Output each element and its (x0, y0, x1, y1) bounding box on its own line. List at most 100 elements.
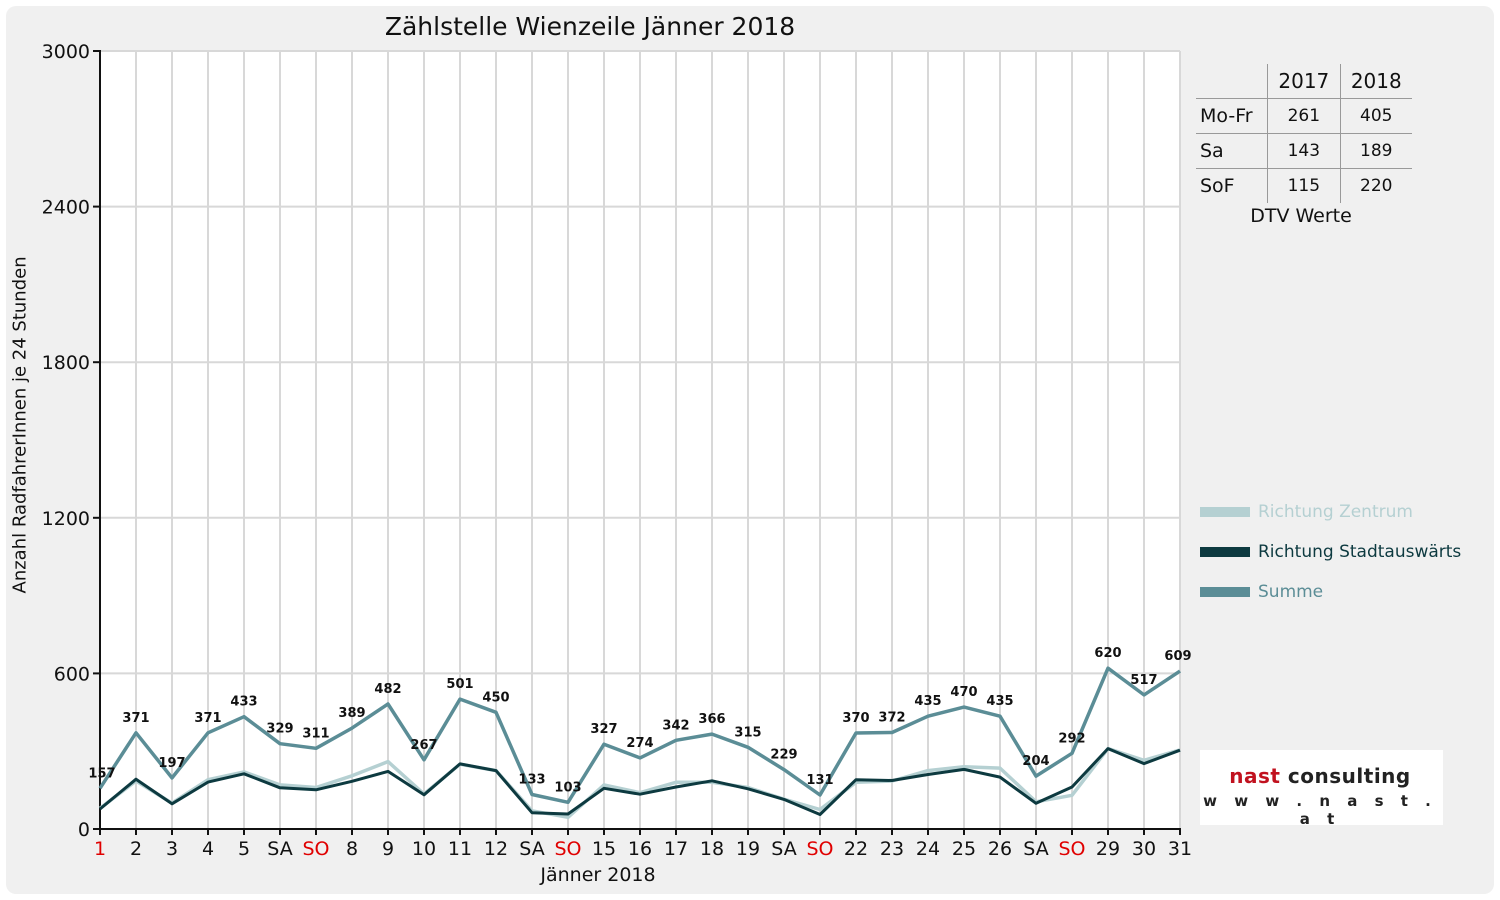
data-label: 482 (374, 682, 401, 697)
y-tick-label: 1800 (42, 352, 90, 374)
data-label: 131 (806, 773, 833, 788)
x-tick-label: SO (806, 838, 833, 860)
legend-label-zentrum: Richtung Zentrum (1258, 502, 1413, 522)
x-tick-label: 22 (844, 838, 868, 860)
data-label: 370 (842, 711, 869, 726)
data-label: 311 (302, 726, 329, 741)
x-axis-title: Jänner 2018 (540, 864, 656, 886)
dtv-value-2018: 189 (1339, 133, 1412, 169)
x-tick-label: 5 (238, 838, 250, 860)
x-tick-label: 19 (736, 838, 760, 860)
data-label: 371 (122, 711, 149, 726)
dtv-row: Mo-Fr 261 405 (1196, 98, 1412, 134)
dtv-row: Sa 143 189 (1196, 133, 1412, 169)
chart-legend: Richtung Zentrum Richtung Stadtauswärts … (1200, 492, 1490, 612)
logo-brand: nast consulting (1200, 764, 1440, 788)
x-tick-label: 8 (346, 838, 358, 860)
x-tick-label: 24 (916, 838, 940, 860)
logo-brand-part2: consulting (1287, 764, 1411, 788)
dtv-caption: DTV Werte (1250, 205, 1352, 227)
dtv-value-2018: 405 (1339, 98, 1412, 134)
x-tick-label: 3 (166, 838, 178, 860)
legend-item-zentrum: Richtung Zentrum (1200, 492, 1490, 532)
x-tick-label: 18 (700, 838, 724, 860)
x-tick-label: 25 (952, 838, 976, 860)
data-label: 133 (518, 773, 545, 788)
data-label: 342 (662, 718, 689, 733)
dtv-value-2017: 115 (1267, 168, 1341, 203)
data-label: 315 (734, 725, 761, 740)
series-line-richtung-stadtausw-rts (99, 747, 1181, 816)
data-label: 327 (590, 722, 617, 737)
dtv-header-2018: 2018 (1339, 64, 1412, 99)
data-label: 274 (626, 736, 653, 751)
x-tick-label: SO (554, 838, 581, 860)
data-label: 292 (1058, 731, 1085, 746)
y-tick-label: 3000 (42, 41, 90, 63)
x-tick-label: SA (267, 838, 292, 860)
data-label: 389 (338, 706, 365, 721)
data-label: 267 (410, 738, 437, 753)
x-tick-label: 2 (130, 838, 142, 860)
chart-title: Zählstelle Wienzeile Jänner 2018 (384, 12, 796, 41)
data-label: 517 (1130, 673, 1157, 688)
data-label: 470 (950, 685, 977, 700)
x-tick-label: 11 (448, 838, 472, 860)
x-tick-label: 29 (1096, 838, 1120, 860)
y-tick-label: 600 (54, 663, 90, 685)
logo-url: w w w . n a s t . a t (1203, 792, 1437, 828)
legend-item-summe: Summe (1200, 572, 1490, 612)
x-tick-label: SA (519, 838, 544, 860)
data-label: 371 (194, 711, 221, 726)
data-label: 229 (770, 748, 797, 763)
legend-swatch-zentrum (1200, 507, 1250, 517)
data-label: 372 (878, 711, 905, 726)
x-tick-label: 10 (412, 838, 436, 860)
x-tick-label: 17 (664, 838, 688, 860)
data-label: 329 (266, 722, 293, 737)
x-tick-label: SO (1058, 838, 1085, 860)
data-label: 501 (446, 677, 473, 692)
y-tick-label: 0 (78, 819, 90, 841)
dtv-row-label: SoF (1196, 168, 1268, 203)
x-tick-label: 1 (94, 838, 106, 860)
data-label: 433 (230, 695, 257, 710)
x-tick-label: 23 (880, 838, 904, 860)
y-axis-title: Anzahl RadfahrerInnen je 24 Stunden (9, 256, 31, 594)
company-logo: nast consulting w w w . n a s t . a t (1200, 750, 1443, 828)
dtv-value-2017: 143 (1267, 133, 1341, 169)
dtv-table: 2017 2018 Mo-Fr 261 405 Sa 143 189 SoF 1… (1196, 64, 1418, 227)
x-tick-label: 9 (382, 838, 394, 860)
data-label: 450 (482, 690, 509, 705)
series-line-summe (98, 666, 1181, 805)
x-tick-label: 26 (988, 838, 1012, 860)
data-label: 609 (1164, 649, 1191, 664)
legend-swatch-stadtauswaerts (1200, 547, 1250, 557)
dtv-header-2017: 2017 (1267, 64, 1341, 99)
legend-label-stadtauswaerts: Richtung Stadtauswärts (1258, 542, 1462, 562)
y-tick-label: 2400 (42, 197, 90, 219)
dtv-row: SoF 115 220 (1196, 168, 1412, 203)
data-label: 366 (698, 712, 725, 727)
y-tick-label: 1200 (42, 508, 90, 530)
dtv-value-2018: 220 (1339, 168, 1412, 203)
data-label: 197 (158, 756, 185, 771)
dtv-value-2017: 261 (1267, 98, 1341, 134)
dtv-row-label: Sa (1196, 133, 1268, 169)
data-label: 620 (1094, 646, 1121, 661)
x-tick-label: 30 (1132, 838, 1156, 860)
x-tick-label: SO (302, 838, 329, 860)
x-tick-label: 4 (202, 838, 214, 860)
x-tick-label: 16 (628, 838, 652, 860)
data-label: 435 (914, 694, 941, 709)
data-label: 435 (986, 694, 1013, 709)
x-tick-label: 12 (484, 838, 508, 860)
dtv-row-label: Mo-Fr (1196, 98, 1268, 134)
x-tick-label: SA (1023, 838, 1048, 860)
x-tick-label: 31 (1168, 838, 1192, 860)
x-tick-label: 15 (592, 838, 616, 860)
legend-swatch-summe (1200, 587, 1250, 597)
data-label: 103 (554, 780, 581, 795)
legend-item-stadtauswaerts: Richtung Stadtauswärts (1200, 532, 1490, 572)
